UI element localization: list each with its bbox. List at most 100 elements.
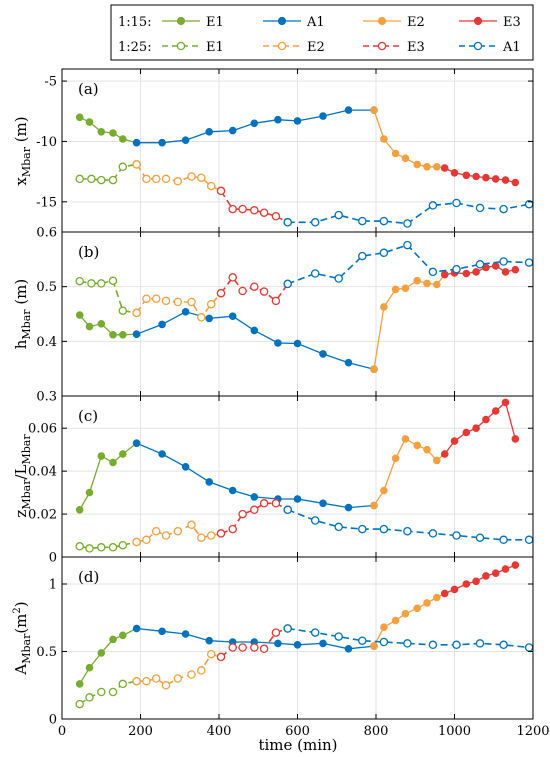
y-tick-label: 0.06 (28, 422, 57, 437)
panel-b: 0.3 0.4 0.5 0.6 (b) (36, 226, 534, 405)
data-point-e3-1-25 (250, 282, 259, 291)
legend-marker-a1 (277, 16, 287, 26)
data-point-a1-1-25 (475, 260, 485, 269)
series-line-e1-1-25 (79, 163, 137, 181)
data-point-e2-1-15 (413, 441, 422, 450)
data-point-a1-1-15 (319, 639, 327, 648)
data-point-a1-1-25 (475, 203, 485, 213)
data-point-e1-1-25 (87, 174, 96, 184)
data-point-a1-1-25 (310, 628, 320, 637)
data-point-a1-1-15 (181, 462, 190, 471)
data-point-a1-1-25 (499, 204, 508, 214)
data-point-e2-1-15 (432, 280, 441, 289)
legend-box (110, 4, 534, 61)
legend-row1-label: 1:15: (118, 15, 152, 30)
data-point-a1-1-15 (293, 640, 302, 649)
data-point-a1-1-25 (499, 640, 508, 650)
legend-row2-label: 1:25: (118, 40, 152, 55)
data-point-e3-1-25 (216, 288, 226, 298)
data-point-e3-1-25 (228, 643, 237, 652)
data-point-e2-1-25 (197, 173, 206, 182)
data-point-e2-1-15 (432, 593, 441, 602)
data-point-e3-1-25 (259, 287, 269, 296)
data-point-e3-1-15 (440, 270, 449, 279)
data-point-e2-1-25 (197, 666, 206, 675)
y-tick-label: -5 (44, 75, 57, 90)
data-point-e3-1-25 (238, 286, 247, 296)
x-tick-label: 1000 (438, 724, 471, 739)
data-point-e2-1-25 (161, 296, 171, 306)
data-point-e3-1-15 (440, 589, 449, 598)
data-point-e3-1-15 (462, 269, 471, 278)
data-point-a1-1-25 (428, 201, 438, 210)
data-point-a1-1-15 (274, 115, 282, 124)
data-point-e2-1-15 (413, 160, 422, 169)
legend-label-a1: A1 (502, 40, 521, 55)
series-line-a1-1-25 (287, 627, 530, 649)
data-point-e3-1-15 (511, 178, 520, 187)
data-point-e3-1-15 (472, 268, 480, 276)
data-point-e2-1-25 (142, 676, 151, 686)
legend-label-a1: A1 (306, 15, 325, 30)
data-point-e1-1-25 (108, 276, 118, 285)
panel-label: (a) (78, 80, 99, 98)
data-point-a1-1-25 (358, 216, 367, 226)
data-point-a1-1-25 (283, 279, 292, 289)
data-point-a1-1-15 (319, 350, 327, 358)
data-point-e3-1-15 (501, 268, 510, 276)
data-point-e1-1-25 (118, 540, 128, 550)
data-point-a1-1-25 (403, 240, 412, 250)
data-point-a1-1-15 (181, 307, 190, 316)
data-point-a1-1-25 (403, 526, 412, 536)
data-point-a1-1-25 (499, 535, 508, 545)
data-point-e1-1-15 (97, 452, 106, 460)
data-point-a1-1-25 (283, 624, 292, 633)
data-point-e3-1-25 (238, 509, 247, 519)
data-point-e2-1-25 (187, 172, 196, 181)
data-point-e3-1-25 (238, 643, 247, 652)
x-tick-label: 1200 (516, 724, 549, 739)
data-point-a1-1-25 (379, 637, 389, 647)
data-point-e2-1-25 (161, 681, 171, 690)
data-point-e2-1-15 (380, 135, 388, 143)
data-point-a1-1-25 (358, 636, 367, 645)
data-point-e1-1-25 (118, 679, 128, 689)
data-point-e1-1-15 (109, 129, 117, 137)
data-point-e3-1-25 (259, 644, 269, 654)
data-point-e3-1-15 (440, 164, 449, 172)
data-point-e1-1-25 (118, 306, 128, 315)
x-tick-label: 400 (207, 724, 232, 739)
data-point-e2-1-25 (151, 294, 161, 303)
data-point-e3-1-25 (271, 212, 281, 221)
data-point-e3-1-25 (228, 273, 237, 282)
data-point-e1-1-25 (75, 276, 84, 286)
data-point-e2-1-15 (423, 279, 431, 288)
data-point-a1-1-25 (334, 632, 343, 641)
data-point-e1-1-15 (97, 128, 106, 136)
data-point-e3-1-25 (216, 652, 226, 662)
legend-row1: E1 A1 E2 E3 (162, 15, 521, 30)
data-point-e3-1-15 (501, 176, 510, 184)
data-point-e1-1-15 (119, 450, 127, 458)
data-point-e2-1-15 (401, 284, 410, 293)
legend-label-e1: E1 (206, 15, 224, 30)
data-point-e2-1-15 (413, 276, 422, 285)
data-point-e1-1-15 (85, 663, 94, 672)
y-tick-label: -15 (36, 195, 57, 210)
data-point-e1-1-15 (85, 322, 94, 331)
data-point-a1-1-25 (524, 535, 534, 545)
data-point-e3-1-15 (462, 171, 471, 180)
data-point-e3-1-25 (250, 206, 259, 215)
data-point-e2-1-25 (173, 526, 183, 536)
data-point-a1-1-15 (344, 644, 353, 653)
data-point-e1-1-25 (97, 687, 106, 697)
data-point-e1-1-25 (97, 279, 106, 288)
data-point-e3-1-25 (259, 499, 269, 508)
data-point-a1-1-15 (205, 478, 214, 486)
x-tick-label: 600 (285, 724, 310, 739)
data-point-e3-1-15 (450, 437, 459, 445)
data-point-e3-1-15 (440, 450, 449, 458)
data-point-e3-1-25 (238, 204, 247, 214)
data-point-a1-1-15 (205, 128, 214, 136)
